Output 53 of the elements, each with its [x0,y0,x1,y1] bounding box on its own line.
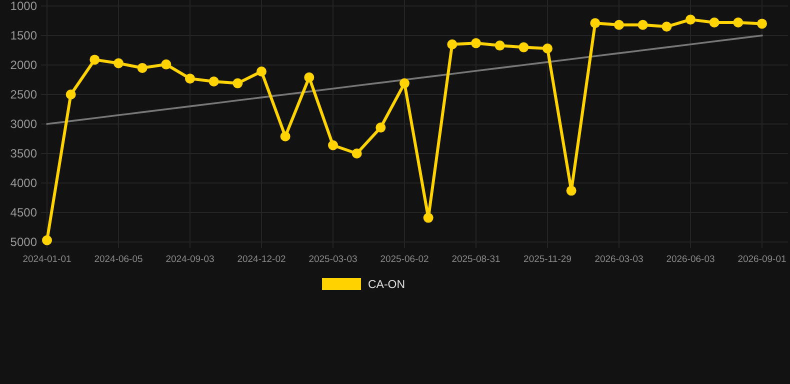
point [423,212,434,223]
x-tick-label: 2025-03-03 [308,254,358,265]
x-tick-label: 2026-03-03 [594,254,644,265]
point [518,42,529,52]
point [709,18,720,28]
y-tick-label: 1500 [10,28,38,43]
x-tick-label: 2026-06-03 [666,254,715,265]
y-tick-label: 3000 [10,117,38,132]
x-tick-label: 2024-12-02 [237,254,286,265]
point [352,148,362,158]
point [208,76,219,87]
y-tick-label: 3500 [10,146,38,161]
point [137,62,148,73]
point [400,78,410,88]
y-tick-label: 4500 [10,206,38,220]
point [66,90,76,100]
point [42,235,52,246]
x-tick-label: 2025-11-29 [524,254,572,265]
point [328,140,338,150]
point [90,54,100,65]
x-tick-label: 2024-01-01 [22,254,72,265]
y-tick-label: 2000 [10,58,38,72]
point [733,18,744,28]
point [686,14,696,25]
point [185,74,195,84]
y-tick-label: 4000 [10,176,38,190]
point [304,72,314,82]
point [638,20,648,30]
point [280,131,290,142]
x-tick-label: 2024-09-03 [166,254,214,265]
point [256,66,266,76]
line-series [46,34,763,125]
point [232,78,243,88]
point [542,43,552,54]
point [757,18,767,29]
y-tick-label: 1000 [10,0,38,14]
y-tick-label: 2500 [10,88,38,102]
point [114,58,124,68]
point [614,20,624,30]
x-tick-label: 2024-06-05 [94,254,143,265]
point [471,38,481,48]
point [161,59,172,70]
point [590,18,600,28]
point [494,40,505,51]
x-tick-label: 2026-09-01 [738,254,786,265]
x-tick-label: 2025-06-02 [380,254,429,265]
legend-label: CA-ON [368,279,406,292]
y-tick-label: 5000 [10,235,38,250]
point [566,186,576,196]
point [376,122,386,133]
point [662,22,672,32]
x-tick-label: 2025-08-31 [452,254,500,265]
point [447,39,458,50]
